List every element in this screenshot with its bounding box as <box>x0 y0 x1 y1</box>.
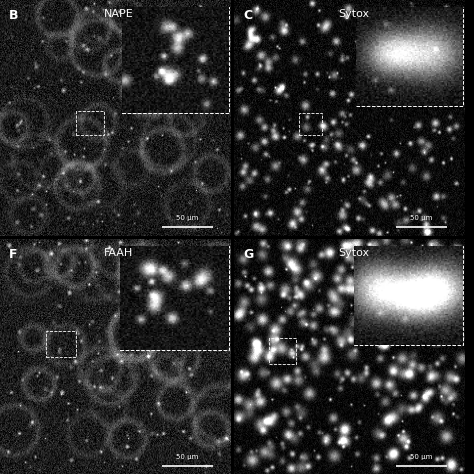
Text: Sytox: Sytox <box>338 248 369 258</box>
Bar <box>120 246 228 350</box>
Text: NAPE: NAPE <box>104 9 134 19</box>
Bar <box>76 111 104 135</box>
Bar <box>46 331 76 357</box>
Text: 50 μm: 50 μm <box>176 215 198 221</box>
Text: FAAH: FAAH <box>104 248 133 258</box>
Bar <box>299 113 322 135</box>
Text: B: B <box>9 9 19 22</box>
Bar <box>356 7 463 106</box>
Bar <box>122 7 228 113</box>
Text: 50 μm: 50 μm <box>176 454 198 460</box>
Text: F: F <box>9 248 18 262</box>
Text: 50 μm: 50 μm <box>410 215 432 221</box>
Bar <box>269 338 296 364</box>
Text: Sytox: Sytox <box>338 9 369 19</box>
Bar <box>354 246 463 345</box>
Text: 50 μm: 50 μm <box>410 454 432 460</box>
Text: C: C <box>243 9 252 22</box>
Text: G: G <box>243 248 254 262</box>
